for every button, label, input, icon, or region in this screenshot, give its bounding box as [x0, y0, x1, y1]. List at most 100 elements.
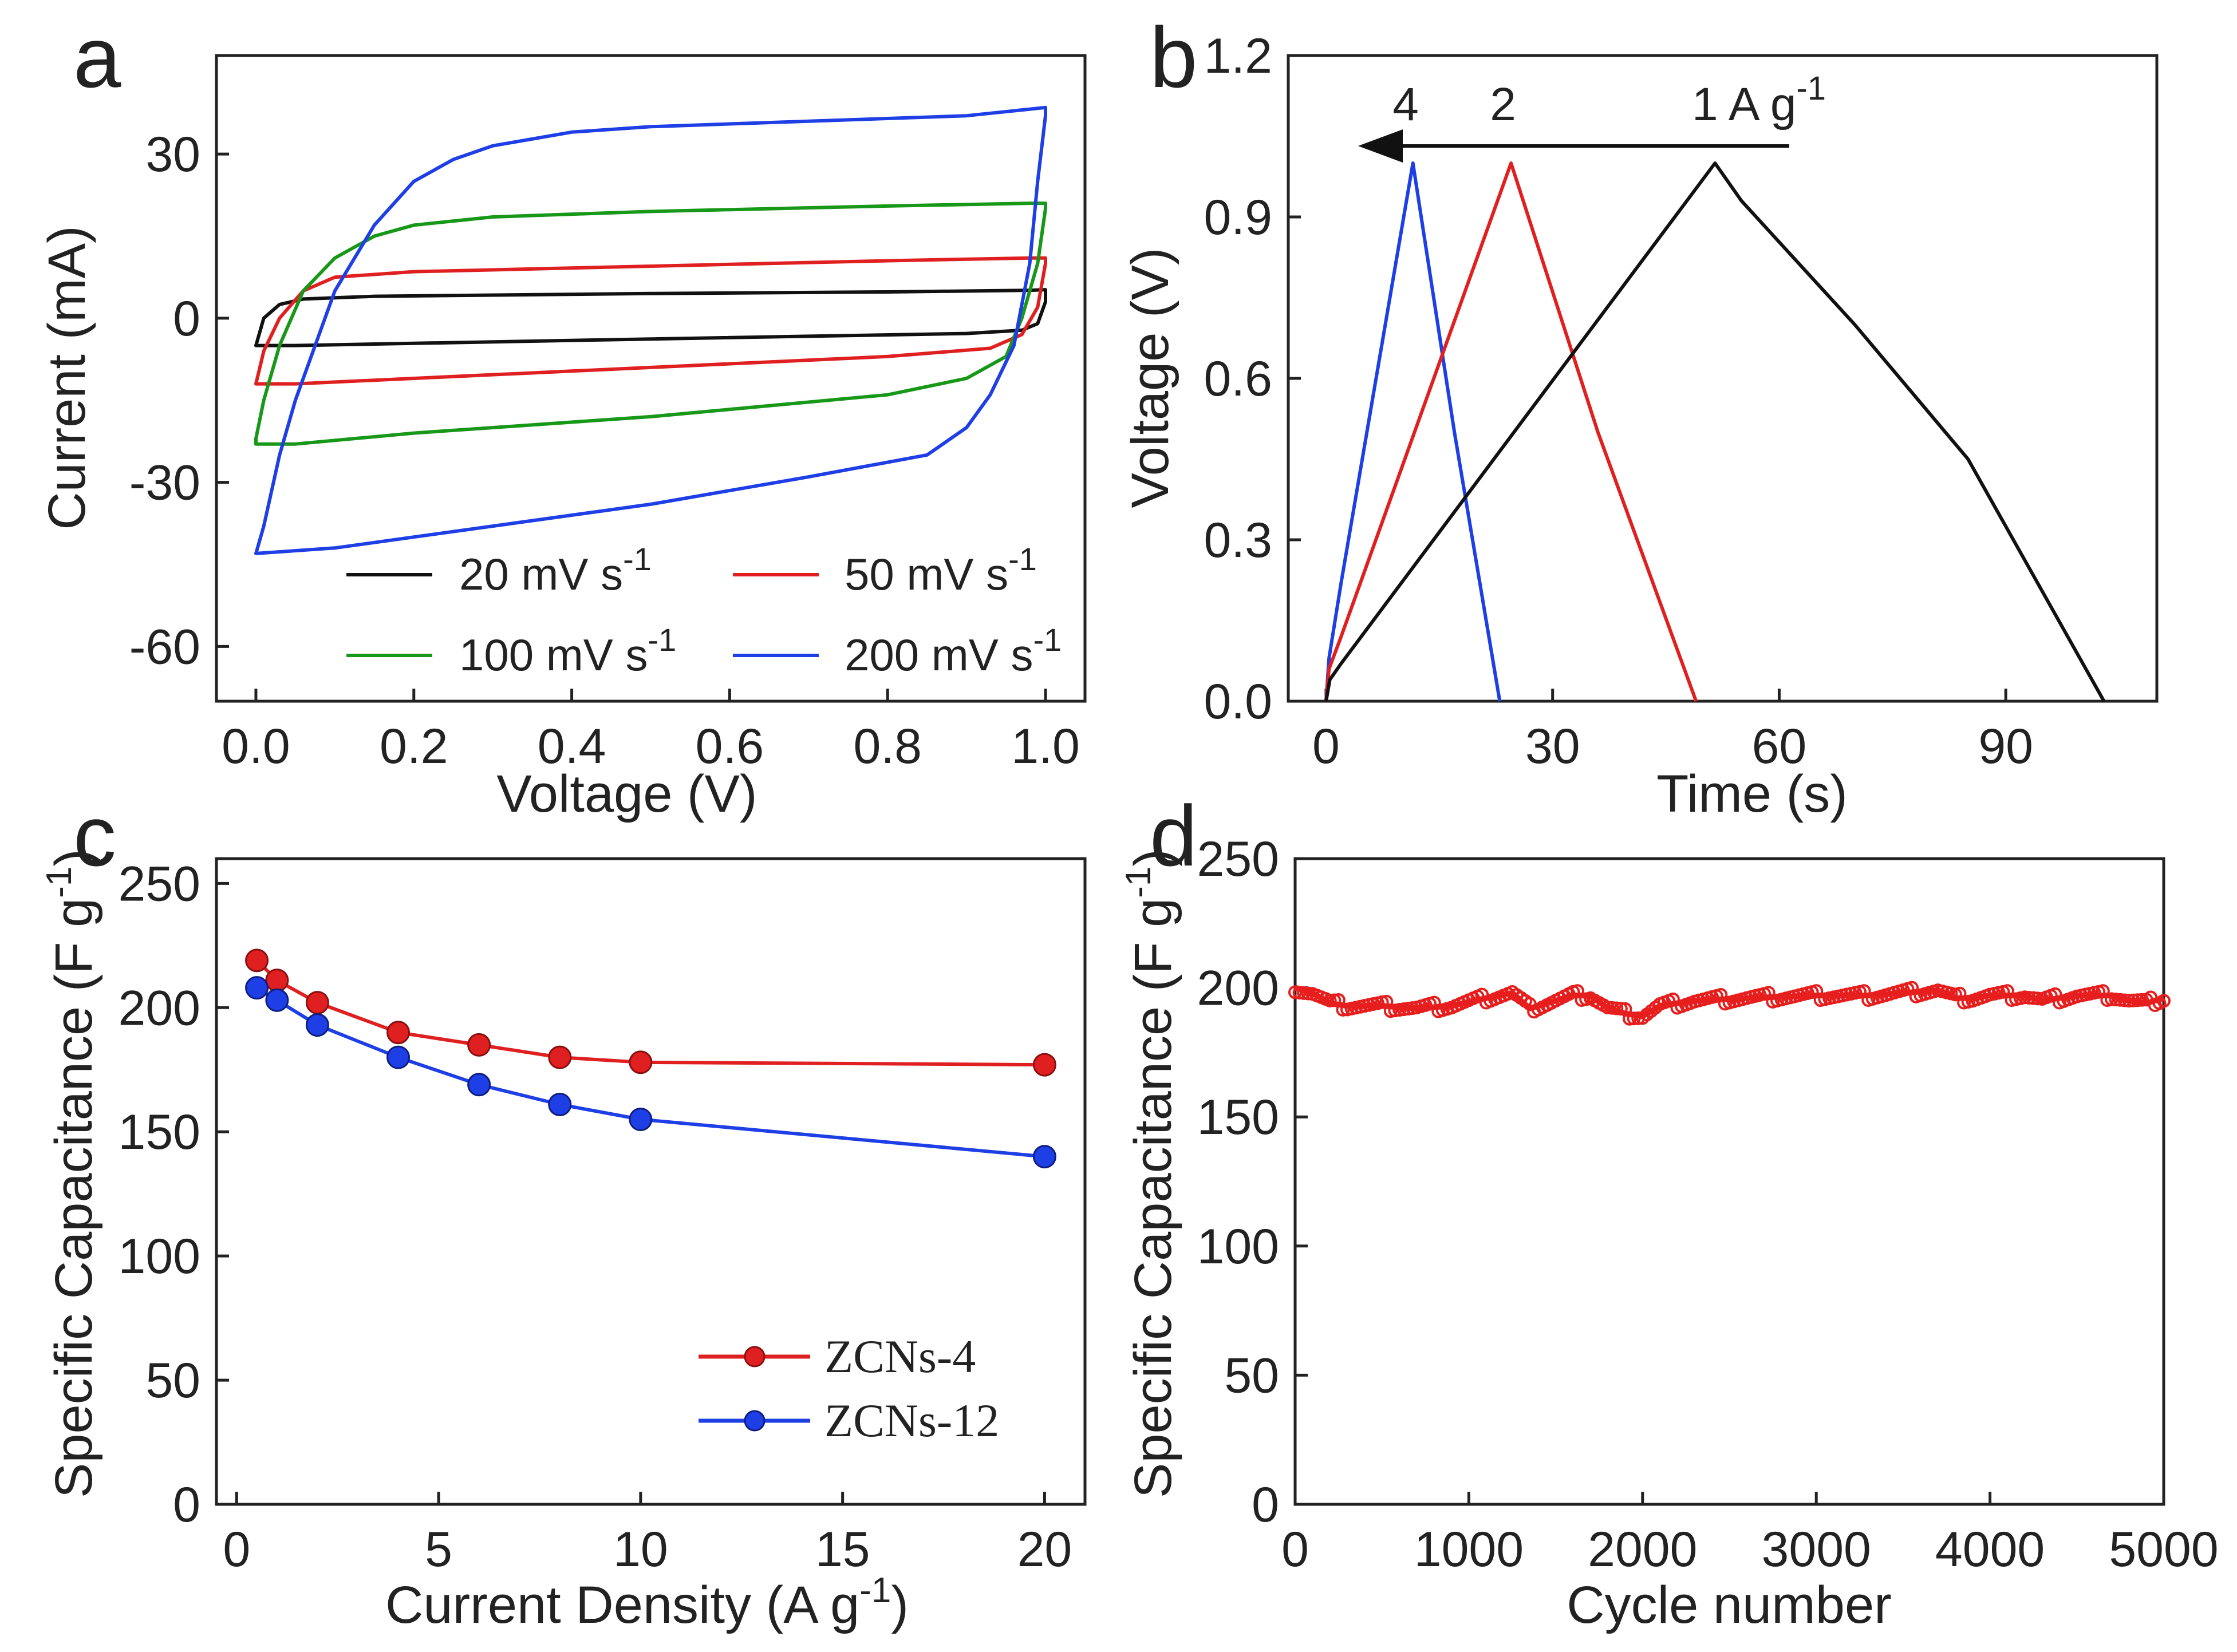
panel-b-x-tick-label: 90 [1978, 719, 2033, 774]
panel-d-ticks: 0 1000 2000 3000 4000 5000 0 50 100 150 200 250 [1197, 832, 2219, 1577]
rate-point-1 [629, 1108, 653, 1132]
panel-a-y-tick-label: -60 [129, 619, 200, 674]
cycling-point [2157, 994, 2171, 1008]
rate-point-0 [245, 948, 269, 973]
panel-c-frame [215, 857, 1087, 1506]
cycling-point [1292, 986, 1307, 1000]
rate-point-1 [265, 988, 289, 1012]
panel-c-legend: ZCNs-4 ZCNs-12 [699, 1330, 999, 1447]
panel-b-x-tick-label: 60 [1752, 719, 1807, 774]
panel-c-x-tick-label: 5 [425, 1522, 452, 1577]
rate-point-0 [629, 1050, 653, 1074]
panel-a-x-tick-label: 0.0 [222, 719, 290, 774]
panel-b-y-axis-title: Voltage (V) [1121, 247, 1179, 508]
panel-b-y-tick-label: 0.0 [1204, 674, 1272, 729]
rate-line-1 [256, 986, 1045, 1159]
panel-a-legend: 20 mV s-1 50 mV s-1 100 mV s-1 200 mV s-… [346, 541, 1062, 680]
panel-c-y-tick-label: 100 [119, 1229, 201, 1284]
rate-point-0 [548, 1045, 572, 1069]
panel-a-series [254, 105, 1047, 555]
panel-b-frame [1287, 54, 2159, 703]
panel-d-x-axis-title: Cycle number [1567, 1576, 1892, 1634]
rate-point-1 [467, 1073, 491, 1097]
panel-a-y-tick-label: 0 [173, 291, 200, 346]
panel-c-x-tick-label: 0 [223, 1522, 250, 1577]
cycling-point [2117, 993, 2132, 1007]
gcd-curve-0 [1324, 161, 1502, 702]
panel-b-y-tick-label: 1.2 [1204, 29, 1272, 84]
cycling-point [2122, 994, 2136, 1008]
panel-c-y-tick-label: 200 [119, 981, 201, 1036]
cv-loop-1 [254, 256, 1047, 386]
cycling-point [1605, 1001, 1619, 1015]
cycling-point [2018, 990, 2032, 1005]
panel-d-x-tick-label: 5000 [2109, 1522, 2218, 1577]
panel-d-x-tick-label: 0 [1281, 1522, 1309, 1577]
legend-label-20mv: 20 mV s-1 [459, 541, 652, 599]
panel-d-frame [1293, 857, 2165, 1506]
cv-loop-3 [254, 105, 1047, 555]
legend-label-200mv: 200 mV s-1 [845, 622, 1062, 680]
cv-loop-2 [254, 201, 1047, 446]
rate-arrow-head [1358, 129, 1403, 163]
gcd-curve-1 [1324, 161, 1698, 702]
panel-b-y-tick-label: 0.6 [1204, 351, 1272, 406]
panel-d-x-tick-label: 4000 [1935, 1522, 2045, 1577]
annotation-4: 4 [1392, 78, 1419, 131]
cycling-point [1627, 1011, 1641, 1026]
panel-c-y-tick-label: 0 [173, 1477, 200, 1532]
panel-d-series [1288, 981, 2171, 1026]
cycling-point [1327, 993, 1342, 1007]
panel-a-cv-curves: a 0.0 0.2 0.4 0.6 0.8 1.0 -60 -30 0 30 Voltage (V… [38, 9, 1087, 823]
panel-b-ticks: 0 30 60 90 0.0 0.3 0.6 0.9 1.2 [1204, 29, 2033, 774]
panel-d-y-tick-label: 100 [1197, 1219, 1280, 1274]
panel-a-y-tick-label: -30 [129, 456, 200, 511]
rate-point-0 [467, 1033, 491, 1057]
legend-marker-zcns-12 [744, 1410, 766, 1432]
cycling-point [1336, 1002, 1350, 1017]
legend-label-100mv: 100 mV s-1 [459, 622, 676, 680]
panel-d-y-tick-label: 50 [1224, 1348, 1279, 1403]
cycling-point [1323, 993, 1337, 1007]
panel-b-x-axis-title: Time (s) [1656, 765, 1848, 823]
cycling-point [2026, 991, 2041, 1005]
cycling-point [2031, 991, 2045, 1006]
panel-letter-d: d [1150, 788, 1197, 884]
cycling-point [1623, 1011, 1637, 1026]
panel-d-cycling-stability: d 0 1000 2000 3000 4000 5000 0 50 100 150 200 250 C… [1119, 788, 2219, 1634]
gcd-curve-2 [1324, 161, 2106, 702]
panel-d-y-tick-label: 250 [1197, 832, 1280, 887]
panel-a-x-tick-label: 0.8 [853, 719, 922, 774]
cycling-point [1601, 1001, 1615, 1015]
panel-c-x-tick-label: 20 [1017, 1522, 1072, 1577]
panel-b-x-tick-label: 0 [1312, 719, 1340, 774]
cycling-point [2109, 993, 2123, 1007]
panel-d-x-tick-label: 3000 [1762, 1522, 1871, 1577]
rate-point-1 [386, 1045, 411, 1069]
cycling-point [1297, 986, 1311, 1000]
rate-point-0 [305, 991, 329, 1015]
panel-c-x-axis-title: Current Density (A g-1) [385, 1571, 909, 1634]
panel-b-x-tick-label: 30 [1525, 719, 1580, 774]
panel-d-y-tick-label: 200 [1197, 961, 1280, 1016]
panel-b-gcd-curves: b 0 30 60 90 0.0 0.3 0.6 0.9 1.2 Time (s) Voltag… [1121, 9, 2159, 823]
cycling-point [2022, 990, 2036, 1005]
legend-label-zcns-4: ZCNs-4 [824, 1330, 976, 1382]
panel-c-series [245, 948, 1056, 1169]
annotation-2: 2 [1490, 78, 1516, 131]
cycling-point [1609, 1001, 1624, 1015]
panel-a-y-axis-title: Current (mA) [38, 226, 96, 530]
rate-point-0 [386, 1021, 411, 1045]
panel-d-x-tick-label: 2000 [1588, 1522, 1697, 1577]
panel-b-y-tick-label: 0.9 [1204, 190, 1272, 245]
panel-d-y-tick-label: 150 [1197, 1090, 1280, 1145]
panel-letter-c: c [73, 788, 116, 884]
panel-c-y-axis-title: Specific Capacitance (F g-1) [40, 849, 103, 1498]
panel-c-x-tick-label: 15 [815, 1522, 870, 1577]
rate-point-1 [548, 1093, 572, 1117]
cycling-point [2135, 993, 2149, 1007]
panel-d-y-axis-title: Specific Capacitance (F g-1) [1119, 849, 1182, 1498]
